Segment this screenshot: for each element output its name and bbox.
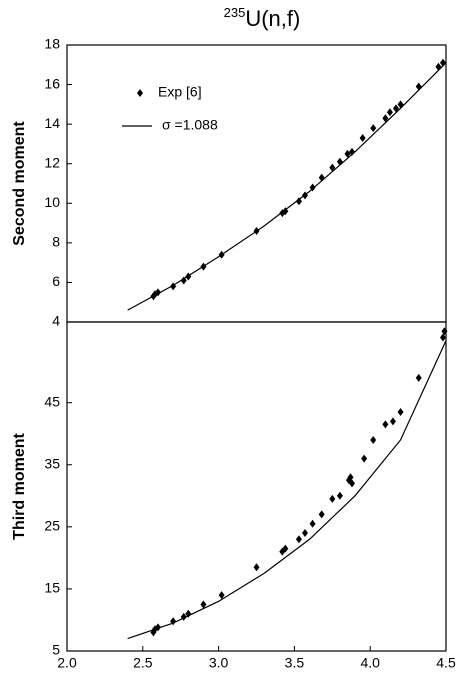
- y-axis-label: Second moment: [11, 121, 28, 246]
- x-tick-label: 4.5: [436, 655, 456, 671]
- data-point: [295, 535, 302, 544]
- data-point: [329, 494, 336, 503]
- title-main: U(n,f): [245, 6, 300, 31]
- data-point: [344, 149, 351, 158]
- data-point: [392, 104, 399, 113]
- data-point: [218, 591, 225, 600]
- plot-frame: [66, 321, 447, 652]
- data-point: [295, 197, 302, 206]
- chart-title: 235U(n,f): [224, 5, 301, 30]
- data-point: [336, 491, 343, 500]
- x-tick-label: 2.5: [133, 655, 153, 671]
- data-point: [382, 114, 389, 123]
- y-axis-label: Third moment: [11, 433, 28, 540]
- data-point: [309, 519, 316, 528]
- data-point: [370, 124, 377, 133]
- x-tick-label: 3.0: [209, 655, 229, 671]
- y-tick-label: 15: [44, 580, 60, 596]
- x-tick-label: 4.0: [360, 655, 380, 671]
- y-tick-label: 5: [52, 642, 60, 658]
- y-tick-label: 8: [52, 234, 60, 250]
- data-point: [370, 435, 377, 444]
- plot-frame: [66, 44, 447, 323]
- data-point: [397, 408, 404, 417]
- data-point: [349, 479, 356, 488]
- y-tick-label: 25: [44, 518, 60, 534]
- y-tick-label: 35: [44, 455, 60, 471]
- legend-marker: [137, 89, 143, 97]
- data-point: [415, 373, 422, 382]
- data-point: [318, 510, 325, 519]
- x-tick-label: 3.5: [285, 655, 305, 671]
- y-tick-label: 45: [44, 393, 60, 409]
- y-tick-label: 6: [52, 273, 60, 289]
- data-point: [389, 417, 396, 426]
- fit-line: [127, 62, 447, 311]
- legend-label: Exp [6]: [158, 84, 202, 100]
- data-point: [386, 108, 393, 117]
- legend-label: σ =1.088: [162, 117, 218, 133]
- x-tick-label: 2.0: [57, 655, 77, 671]
- y-tick-label: 12: [44, 154, 60, 170]
- y-tick-label: 10: [44, 194, 60, 210]
- y-tick-label: 4: [52, 313, 60, 329]
- title-superscript: 235: [224, 5, 246, 20]
- data-point: [441, 327, 448, 336]
- data-point: [282, 544, 289, 553]
- y-tick-label: 14: [44, 115, 60, 131]
- data-point: [359, 133, 366, 142]
- data-point: [382, 420, 389, 429]
- y-tick-label: 16: [44, 75, 60, 91]
- fit-line: [127, 340, 447, 640]
- data-point: [361, 454, 368, 463]
- data-point: [253, 563, 260, 572]
- data-point: [439, 333, 446, 342]
- data-point: [347, 473, 354, 482]
- data-point: [200, 600, 207, 609]
- data-point: [302, 529, 309, 538]
- data-point: [154, 623, 161, 632]
- y-tick-label: 18: [44, 36, 60, 52]
- data-point: [397, 100, 404, 109]
